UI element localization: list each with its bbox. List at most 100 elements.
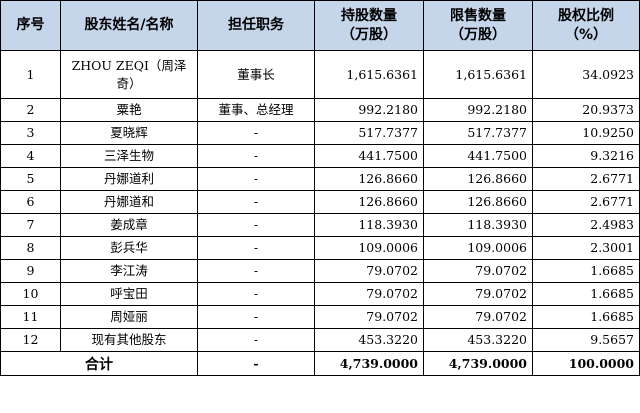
cell-restricted: 1,615.6361 bbox=[423, 50, 533, 99]
cell-ratio: 2.6771 bbox=[532, 167, 640, 191]
total-shares: 4,739.0000 bbox=[314, 351, 424, 376]
cell-position: - bbox=[197, 121, 315, 145]
header-name: 股东姓名/名称 bbox=[60, 0, 198, 51]
cell-position: - bbox=[197, 282, 315, 306]
cell-restricted: 79.0702 bbox=[423, 282, 533, 306]
cell-shares-held: 109.0006 bbox=[314, 236, 424, 260]
table-row: 12 现有其他股东 -453.3220 453.3220 9.5657 bbox=[0, 328, 640, 352]
header-position: 担任职务 bbox=[197, 0, 315, 51]
table-row: 6 丹娜道和 -126.8660 126.8660 2.6771 bbox=[0, 190, 640, 214]
cell-shares-held: 126.8660 bbox=[314, 190, 424, 214]
table-body: 1 ZHOU ZEQI（周泽奇） 董事长 1,615.6361 1,615.6361 34… bbox=[0, 50, 640, 352]
cell-seq: 8 bbox=[0, 236, 61, 260]
cell-shareholder-name: 粟艳 bbox=[60, 98, 198, 122]
header-row: 序号 股东姓名/名称 担任职务 持股数量 （万股） 限售数量 （万股） 股权比例… bbox=[0, 0, 640, 51]
cell-position: 董事、总经理 bbox=[197, 98, 315, 122]
cell-position: - bbox=[197, 167, 315, 191]
cell-shares-held: 118.3930 bbox=[314, 213, 424, 237]
header-ratio: 股权比例 （%） bbox=[532, 0, 640, 51]
total-row: 合计 - 4,739.0000 4,739.0000 100.0000 bbox=[0, 351, 640, 376]
cell-shareholder-name: 姜成章 bbox=[60, 213, 198, 237]
cell-seq: 3 bbox=[0, 121, 61, 145]
cell-seq: 5 bbox=[0, 167, 61, 191]
cell-seq: 4 bbox=[0, 144, 61, 168]
header-restricted-unit: （万股） bbox=[450, 26, 506, 43]
header-ratio-unit: （%） bbox=[564, 26, 608, 43]
cell-position: - bbox=[197, 259, 315, 283]
cell-ratio: 34.0923 bbox=[532, 50, 640, 99]
cell-position: - bbox=[197, 190, 315, 214]
table-row: 1 ZHOU ZEQI（周泽奇） 董事长 1,615.6361 1,615.6361 34… bbox=[0, 50, 640, 99]
table-row: 7 姜成章 -118.3930 118.3930 2.4983 bbox=[0, 213, 640, 237]
total-label: 合计 bbox=[0, 351, 198, 376]
table-row: 10 呼宝田 -79.0702 79.0702 1.6685 bbox=[0, 282, 640, 306]
table-row: 11 周娅丽 -79.0702 79.0702 1.6685 bbox=[0, 305, 640, 329]
cell-seq: 6 bbox=[0, 190, 61, 214]
header-ratio-title: 股权比例 bbox=[558, 7, 614, 24]
cell-shares-held: 79.0702 bbox=[314, 305, 424, 329]
cell-shares-held: 126.8660 bbox=[314, 167, 424, 191]
cell-shareholder-name: 呼宝田 bbox=[60, 282, 198, 306]
cell-ratio: 2.4983 bbox=[532, 213, 640, 237]
cell-restricted: 126.8660 bbox=[423, 190, 533, 214]
table-row: 8 彭兵华 -109.0006 109.0006 2.3001 bbox=[0, 236, 640, 260]
cell-seq: 11 bbox=[0, 305, 61, 329]
cell-ratio: 1.6685 bbox=[532, 282, 640, 306]
cell-seq: 1 bbox=[0, 50, 61, 99]
cell-shareholder-name: 夏晓辉 bbox=[60, 121, 198, 145]
cell-seq: 2 bbox=[0, 98, 61, 122]
cell-shares-held: 1,615.6361 bbox=[314, 50, 424, 99]
cell-restricted: 453.3220 bbox=[423, 328, 533, 352]
header-shares-held-title: 持股数量 bbox=[341, 7, 397, 24]
cell-position: - bbox=[197, 305, 315, 329]
table-row: 9 李江涛 -79.0702 79.0702 1.6685 bbox=[0, 259, 640, 283]
cell-shares-held: 79.0702 bbox=[314, 282, 424, 306]
table-row: 3 夏晓辉 -517.7377 517.7377 10.9250 bbox=[0, 121, 640, 145]
table-row: 4 三泽生物 -441.7500 441.7500 9.3216 bbox=[0, 144, 640, 168]
cell-shareholder-name: 丹娜道利 bbox=[60, 167, 198, 191]
cell-ratio: 9.3216 bbox=[532, 144, 640, 168]
cell-position: - bbox=[197, 328, 315, 352]
cell-ratio: 2.6771 bbox=[532, 190, 640, 214]
cell-position: - bbox=[197, 213, 315, 237]
cell-shareholder-name: 周娅丽 bbox=[60, 305, 198, 329]
cell-shares-held: 517.7377 bbox=[314, 121, 424, 145]
cell-ratio: 1.6685 bbox=[532, 259, 640, 283]
table-row: 5 丹娜道利 -126.8660 126.8660 2.6771 bbox=[0, 167, 640, 191]
cell-restricted: 109.0006 bbox=[423, 236, 533, 260]
cell-restricted: 992.2180 bbox=[423, 98, 533, 122]
cell-shares-held: 441.7500 bbox=[314, 144, 424, 168]
cell-position: - bbox=[197, 144, 315, 168]
cell-ratio: 9.5657 bbox=[532, 328, 640, 352]
cell-shares-held: 992.2180 bbox=[314, 98, 424, 122]
header-shares-held: 持股数量 （万股） bbox=[314, 0, 424, 51]
total-position: - bbox=[197, 351, 315, 376]
cell-shares-held: 453.3220 bbox=[314, 328, 424, 352]
cell-seq: 12 bbox=[0, 328, 61, 352]
cell-restricted: 79.0702 bbox=[423, 305, 533, 329]
cell-ratio: 20.9373 bbox=[532, 98, 640, 122]
cell-restricted: 517.7377 bbox=[423, 121, 533, 145]
cell-seq: 9 bbox=[0, 259, 61, 283]
cell-ratio: 1.6685 bbox=[532, 305, 640, 329]
cell-shareholder-name: 现有其他股东 bbox=[60, 328, 198, 352]
total-ratio: 100.0000 bbox=[532, 351, 640, 376]
total-restricted: 4,739.0000 bbox=[423, 351, 533, 376]
header-seq: 序号 bbox=[0, 0, 61, 51]
cell-ratio: 2.3001 bbox=[532, 236, 640, 260]
cell-position: 董事长 bbox=[197, 50, 315, 99]
cell-restricted: 441.7500 bbox=[423, 144, 533, 168]
header-restricted: 限售数量 （万股） bbox=[423, 0, 533, 51]
cell-restricted: 126.8660 bbox=[423, 167, 533, 191]
cell-shareholder-name: 彭兵华 bbox=[60, 236, 198, 260]
table-row: 2 粟艳 董事、总经理 992.2180 992.2180 20.9373 bbox=[0, 98, 640, 122]
cell-restricted: 118.3930 bbox=[423, 213, 533, 237]
cell-restricted: 79.0702 bbox=[423, 259, 533, 283]
header-restricted-title: 限售数量 bbox=[450, 7, 506, 24]
cell-shares-held: 79.0702 bbox=[314, 259, 424, 283]
cell-shareholder-name: ZHOU ZEQI（周泽奇） bbox=[60, 50, 198, 99]
cell-seq: 10 bbox=[0, 282, 61, 306]
cell-position: - bbox=[197, 236, 315, 260]
cell-shareholder-name: 三泽生物 bbox=[60, 144, 198, 168]
cell-seq: 7 bbox=[0, 213, 61, 237]
